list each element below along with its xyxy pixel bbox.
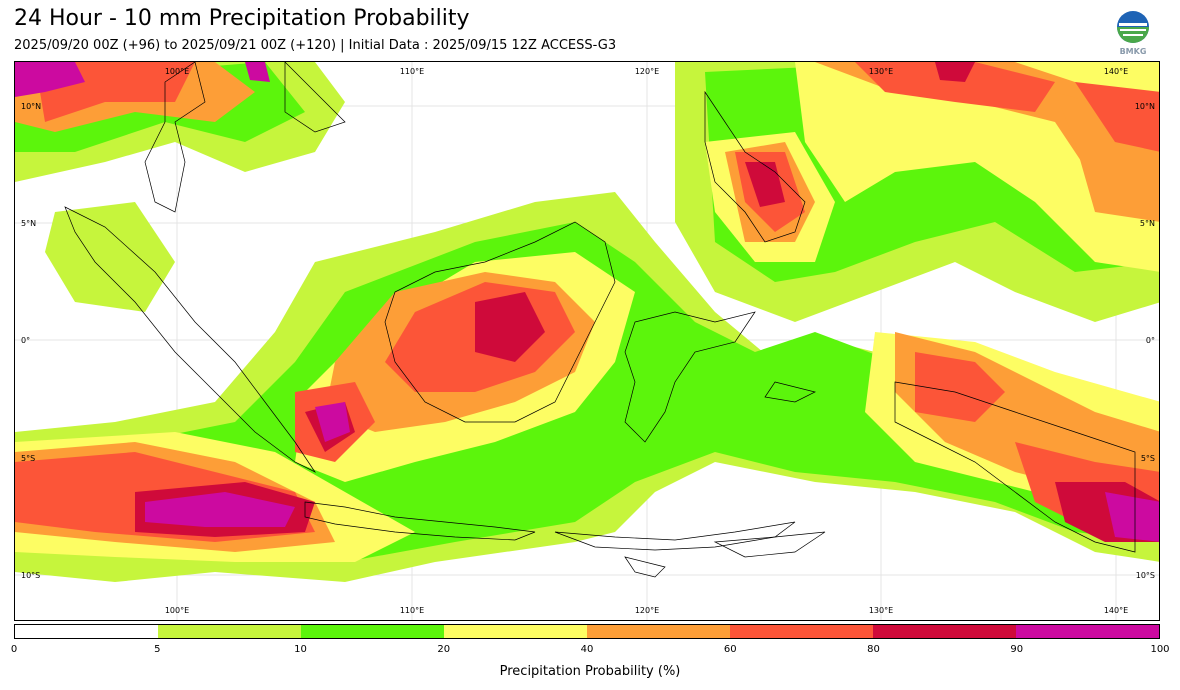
map-axis-labels: 100°E 110°E 120°E 130°E 140°E 100°E 110°… [21, 67, 1155, 615]
lat-label-left: 5°N [21, 219, 36, 228]
lat-label-left: 0° [21, 336, 30, 345]
colorbar-tick-label: 20 [437, 644, 451, 655]
lon-label-top: 120°E [635, 67, 659, 76]
colorbar-tick-labels: 0 5 10 20 40 60 80 90 100 [10, 644, 1170, 658]
lat-label-right: 10°N [1135, 102, 1155, 111]
colorbar-segment [730, 625, 873, 638]
lon-label-top: 110°E [400, 67, 424, 76]
lat-label-right: 5°N [1140, 219, 1155, 228]
colorbar-title: Precipitation Probability (%) [499, 664, 681, 679]
lon-label-top: 100°E [165, 67, 189, 76]
colorbar [14, 624, 1160, 639]
lat-label-right: 5°S [1141, 454, 1155, 463]
lat-label-right: 0° [1146, 336, 1155, 345]
coastlines [64, 62, 1136, 578]
chart-subtitle: 2025/09/20 00Z (+96) to 2025/09/21 00Z (… [14, 38, 617, 53]
colorbar-tick-label: 10 [294, 644, 307, 655]
colorbar-segment [15, 625, 158, 638]
lon-label-bottom: 130°E [869, 606, 893, 615]
colorbar-segment [158, 625, 301, 638]
colorbar-segment [873, 625, 1016, 638]
colorbar-segment [1016, 625, 1159, 638]
lon-label-bottom: 110°E [400, 606, 424, 615]
lat-label-left: 5°S [21, 454, 35, 463]
colorbar-segment [301, 625, 444, 638]
lon-label-bottom: 100°E [165, 606, 189, 615]
precipitation-map: 100°E 110°E 120°E 130°E 140°E 100°E 110°… [14, 61, 1160, 621]
bmkg-logo-icon: BMKG [1117, 11, 1149, 56]
lon-label-bottom: 120°E [635, 606, 659, 615]
chart-title: 24 Hour - 10 mm Precipitation Probabilit… [14, 6, 470, 31]
colorbar-tick-label: 100 [1150, 644, 1170, 655]
probability-field [15, 62, 1159, 582]
colorbar-tick-label: 0 [10, 644, 18, 655]
lon-label-bottom: 140°E [1104, 606, 1128, 615]
colorbar-tick-label: 5 [154, 644, 161, 655]
lon-label-top: 130°E [869, 67, 893, 76]
colorbar-tick-label: 90 [1010, 644, 1024, 655]
colorbar-segment [444, 625, 587, 638]
colorbar-segment [587, 625, 730, 638]
lat-label-left: 10°S [21, 571, 40, 580]
svg-text:BMKG: BMKG [1120, 47, 1147, 56]
colorbar-tick-label: 40 [580, 644, 594, 655]
colorbar-tick-label: 60 [723, 644, 737, 655]
lat-label-left: 10°N [21, 102, 41, 111]
lat-label-right: 10°S [1136, 571, 1155, 580]
lon-label-top: 140°E [1104, 67, 1128, 76]
colorbar-tick-label: 80 [867, 644, 880, 655]
